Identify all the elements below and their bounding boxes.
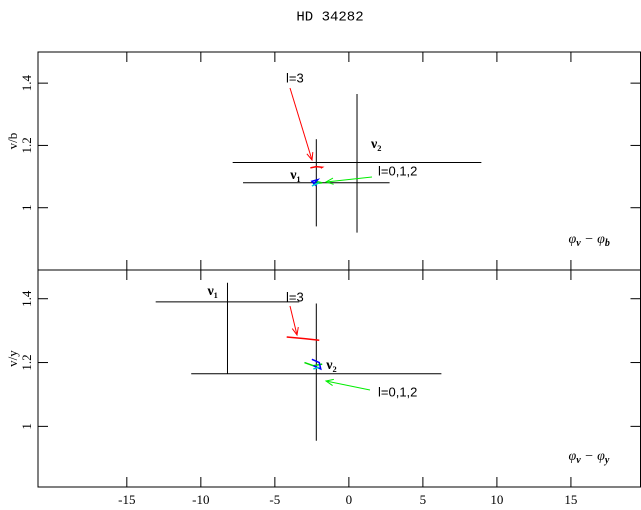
x-tick-label: -10 xyxy=(192,492,209,507)
y-tick-label: 1.2 xyxy=(19,137,34,153)
arrow-head xyxy=(324,177,334,185)
x-tick-label: 15 xyxy=(564,492,577,507)
annotation-arrow xyxy=(289,87,313,161)
annotation: l=0,1,2 xyxy=(378,384,417,399)
annotation: l=3 xyxy=(286,289,304,304)
track xyxy=(286,336,320,341)
y-tick-label: 1 xyxy=(19,204,34,211)
x-axis-label-part: − φ xyxy=(581,232,605,247)
annotation-arrow xyxy=(289,305,298,336)
x-axis-label-part: b xyxy=(605,238,610,249)
x-axis-label-part: v xyxy=(576,455,581,466)
y-tick-label: 1.2 xyxy=(19,354,34,370)
point-label: ν₁ xyxy=(289,168,300,183)
track xyxy=(310,178,321,187)
arrow-head xyxy=(291,327,299,337)
y-tick-label: 1.4 xyxy=(19,290,34,307)
chart-title: HD 34282 xyxy=(296,10,363,26)
x-axis-label: φv − φb xyxy=(569,232,610,249)
track xyxy=(311,182,320,187)
plot-frame xyxy=(37,269,641,488)
track xyxy=(310,165,325,169)
point-label: ν₂ xyxy=(370,137,381,152)
x-tick-label: -15 xyxy=(118,492,135,507)
plot-frame xyxy=(37,51,641,271)
y-axis-label: v/b xyxy=(5,133,20,150)
annotation-arrow xyxy=(325,380,371,391)
annotation: l=3 xyxy=(286,70,304,85)
x-tick-label: 10 xyxy=(490,492,503,507)
y-axis-label: v/y xyxy=(5,350,20,367)
point-label: ν₁ xyxy=(206,284,217,299)
y-tick-label: 1.4 xyxy=(19,75,34,92)
annotation: l=0,1,2 xyxy=(378,163,417,178)
arrow-head xyxy=(324,378,334,386)
annotation-arrow xyxy=(325,176,373,183)
x-axis-label-part: v xyxy=(576,238,581,249)
arrow-head xyxy=(306,151,314,162)
x-axis-label-part: φ xyxy=(569,449,577,464)
x-axis-label-part: φ xyxy=(569,232,577,247)
x-axis-label-part: − φ xyxy=(581,449,605,464)
x-tick-label: 0 xyxy=(346,492,353,507)
x-tick-label: -5 xyxy=(269,492,280,507)
track xyxy=(313,366,320,370)
x-axis-label-part: y xyxy=(604,455,610,466)
y-tick-label: 1 xyxy=(19,423,34,430)
x-axis-label: φv − φy xyxy=(569,449,610,466)
point-label: ν₂ xyxy=(325,358,336,373)
x-tick-label: 5 xyxy=(420,492,427,507)
